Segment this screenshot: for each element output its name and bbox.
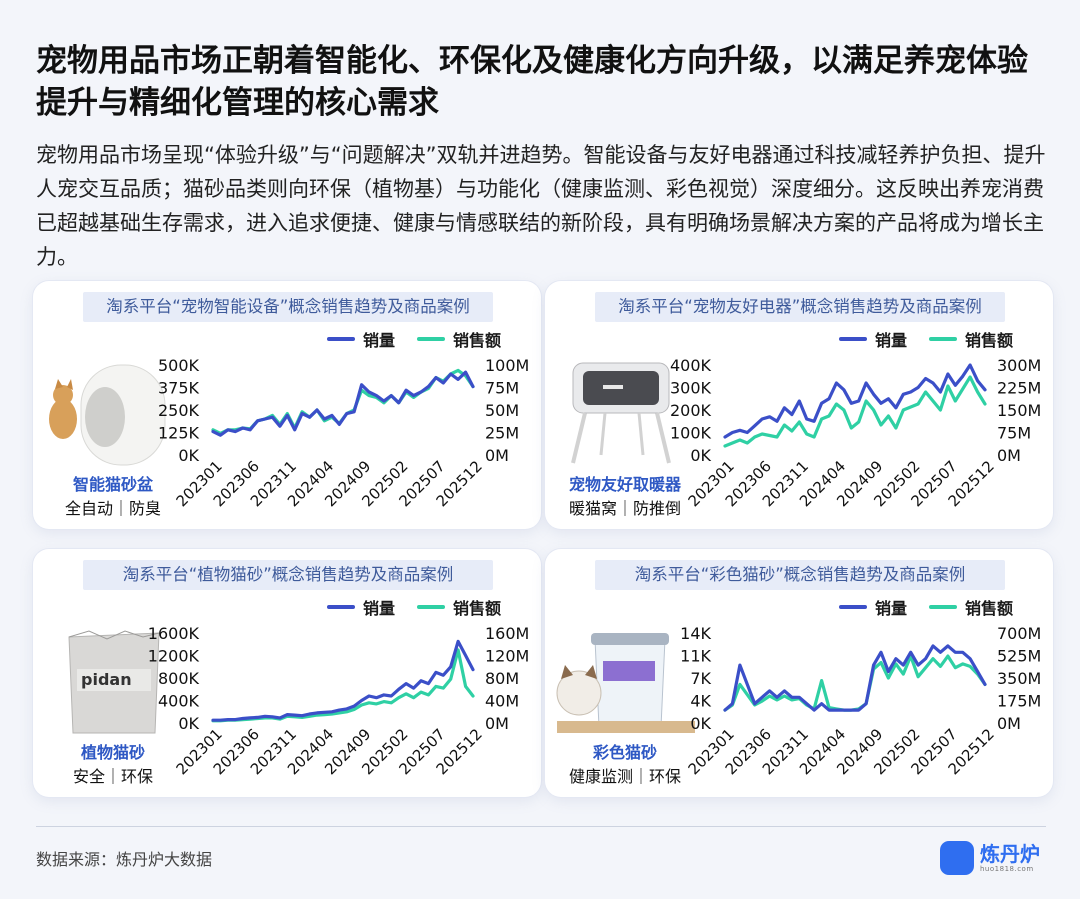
chart-legend: 销量 销售额 [326, 595, 501, 619]
legend-label-revenue: 销售额 [452, 599, 501, 618]
y-right-tick-label: 525M [997, 647, 1041, 666]
chart-legend: 销量 销售额 [838, 327, 1013, 351]
legend-label-volume: 销量 [362, 331, 395, 350]
card-title: 淘系平台“宠物智能设备”概念销售趋势及商品案例 [83, 292, 493, 322]
y-right-tick-label: 700M [997, 624, 1041, 643]
brand-logo-icon [940, 841, 974, 875]
brand-url: huo1818.com [980, 865, 1034, 873]
series-line-revenue [723, 654, 987, 712]
y-right-tick-label: 0M [485, 714, 509, 733]
y-left-tick-label: 400K [670, 356, 712, 375]
product-name: 智能猫砂盆 [72, 475, 153, 494]
series-line-volume [211, 639, 475, 722]
y-left-tick-label: 400K [158, 692, 200, 711]
y-right-tick-label: 80M [485, 669, 519, 688]
line-chart: 0K400K800K1200K1600K0M40M80M120M160M2023… [148, 624, 530, 778]
plant-litter-bag-icon: pidan [68, 630, 160, 734]
color-litter-bucket-icon [556, 633, 695, 733]
legend-label-revenue: 销售额 [964, 331, 1013, 350]
y-left-tick-label: 1200K [148, 647, 200, 666]
product-name: 彩色猫砂 [592, 743, 657, 762]
brand-name: 炼丹炉 [980, 842, 1040, 866]
y-right-tick-label: 350M [997, 669, 1041, 688]
legend-swatch-volume [838, 605, 867, 609]
y-left-tick-label: 14K [680, 624, 711, 643]
legend-swatch-volume [326, 337, 355, 341]
smart-litter-box-icon [49, 364, 166, 466]
series-line-volume [723, 363, 987, 439]
y-right-tick-label: 0M [997, 446, 1021, 465]
chart-legend: 销量 销售额 [326, 327, 501, 351]
page-description: 宠物用品市场呈现“体验升级”与“问题解决”双轨并进趋势。智能设备与友好电器通过科… [36, 143, 1046, 269]
y-left-tick-label: 11K [680, 647, 711, 666]
legend-label-volume: 销量 [874, 599, 907, 618]
line-chart: 0K4K7K11K14K0M175M350M525M700M2023012023… [680, 624, 1041, 778]
y-left-tick-label: 800K [158, 669, 200, 688]
y-left-tick-label: 0K [178, 446, 199, 465]
y-left-tick-label: 100K [670, 424, 712, 443]
legend-label-volume: 销量 [362, 599, 395, 618]
chart-legend: 销量 销售额 [838, 595, 1013, 619]
y-right-tick-label: 25M [485, 424, 519, 443]
y-right-tick-label: 300M [997, 356, 1041, 375]
y-left-tick-label: 375K [158, 379, 200, 398]
product-tags: 安全｜环保 [72, 767, 153, 786]
footer-divider [36, 826, 1046, 827]
legend-label-revenue: 销售额 [452, 331, 501, 350]
y-right-tick-label: 120M [485, 647, 529, 666]
y-right-tick-label: 75M [997, 424, 1031, 443]
line-chart: 0K125K250K375K500K0M25M50M75M100M2023012… [158, 356, 529, 510]
product-name: 植物猫砂 [80, 743, 145, 762]
y-left-tick-label: 300K [670, 379, 712, 398]
y-right-tick-label: 50M [485, 401, 519, 420]
data-source: 数据来源：炼丹炉大数据 [36, 850, 213, 869]
y-left-tick-label: 500K [158, 356, 200, 375]
legend-swatch-revenue [416, 605, 445, 609]
y-left-tick-label: 125K [158, 424, 200, 443]
legend-swatch-volume [326, 605, 355, 609]
y-right-tick-label: 0M [997, 714, 1021, 733]
y-right-tick-label: 160M [485, 624, 529, 643]
svg-text:pidan: pidan [81, 670, 132, 689]
product-tags: 暖猫窝｜防推倒 [568, 499, 681, 518]
y-right-tick-label: 225M [997, 379, 1041, 398]
legend-swatch-revenue [928, 605, 957, 609]
pet-heater-icon [571, 362, 671, 464]
series-line-volume [723, 644, 987, 712]
y-left-tick-label: 4K [690, 692, 711, 711]
card-title: 淘系平台“宠物友好电器”概念销售趋势及商品案例 [595, 292, 1005, 322]
chart-card: 淘系平台“植物猫砂”概念销售趋势及商品案例 销量 销售额 pidan 植物猫砂 … [33, 549, 541, 797]
series-line-volume [211, 370, 475, 437]
y-left-tick-label: 250K [158, 401, 200, 420]
chart-card: 淘系平台“宠物智能设备”概念销售趋势及商品案例 销量 销售额 智能猫砂盆 全自动… [33, 281, 541, 529]
y-left-tick-label: 0K [178, 714, 199, 733]
y-right-tick-label: 0M [485, 446, 509, 465]
y-left-tick-label: 0K [690, 446, 711, 465]
brand-logo: 炼丹炉 huo1818.com [940, 841, 1040, 875]
line-chart: 0K100K200K300K400K0M75M150M225M300M20230… [670, 356, 1041, 510]
y-right-tick-label: 175M [997, 692, 1041, 711]
card-title: 淘系平台“彩色猫砂”概念销售趋势及商品案例 [595, 560, 1005, 590]
y-right-tick-label: 75M [485, 379, 519, 398]
y-right-tick-label: 150M [997, 401, 1041, 420]
card-title: 淘系平台“植物猫砂”概念销售趋势及商品案例 [83, 560, 493, 590]
product-name: 宠物友好取暖器 [568, 475, 681, 494]
product-tags: 全自动｜防臭 [64, 499, 161, 518]
chart-card: 淘系平台“彩色猫砂”概念销售趋势及商品案例 销量 销售额 彩色猫砂 健康监测｜环… [545, 549, 1053, 797]
legend-label-volume: 销量 [874, 331, 907, 350]
y-right-tick-label: 100M [485, 356, 529, 375]
legend-swatch-revenue [928, 337, 957, 341]
y-left-tick-label: 7K [690, 669, 711, 688]
legend-label-revenue: 销售额 [964, 599, 1013, 618]
chart-card: 淘系平台“宠物友好电器”概念销售趋势及商品案例 销量 销售额 宠物友好取暖器 暖… [545, 281, 1053, 529]
y-right-tick-label: 40M [485, 692, 519, 711]
series-line-revenue [723, 375, 987, 448]
legend-swatch-revenue [416, 337, 445, 341]
product-tags: 健康监测｜环保 [568, 767, 681, 786]
y-left-tick-label: 200K [670, 401, 712, 420]
legend-swatch-volume [838, 337, 867, 341]
y-left-tick-label: 1600K [148, 624, 200, 643]
page-title: 宠物用品市场正朝着智能化、环保化及健康化方向升级，以满足养宠体验提升与精细化管理… [36, 43, 1028, 121]
y-left-tick-label: 0K [690, 714, 711, 733]
